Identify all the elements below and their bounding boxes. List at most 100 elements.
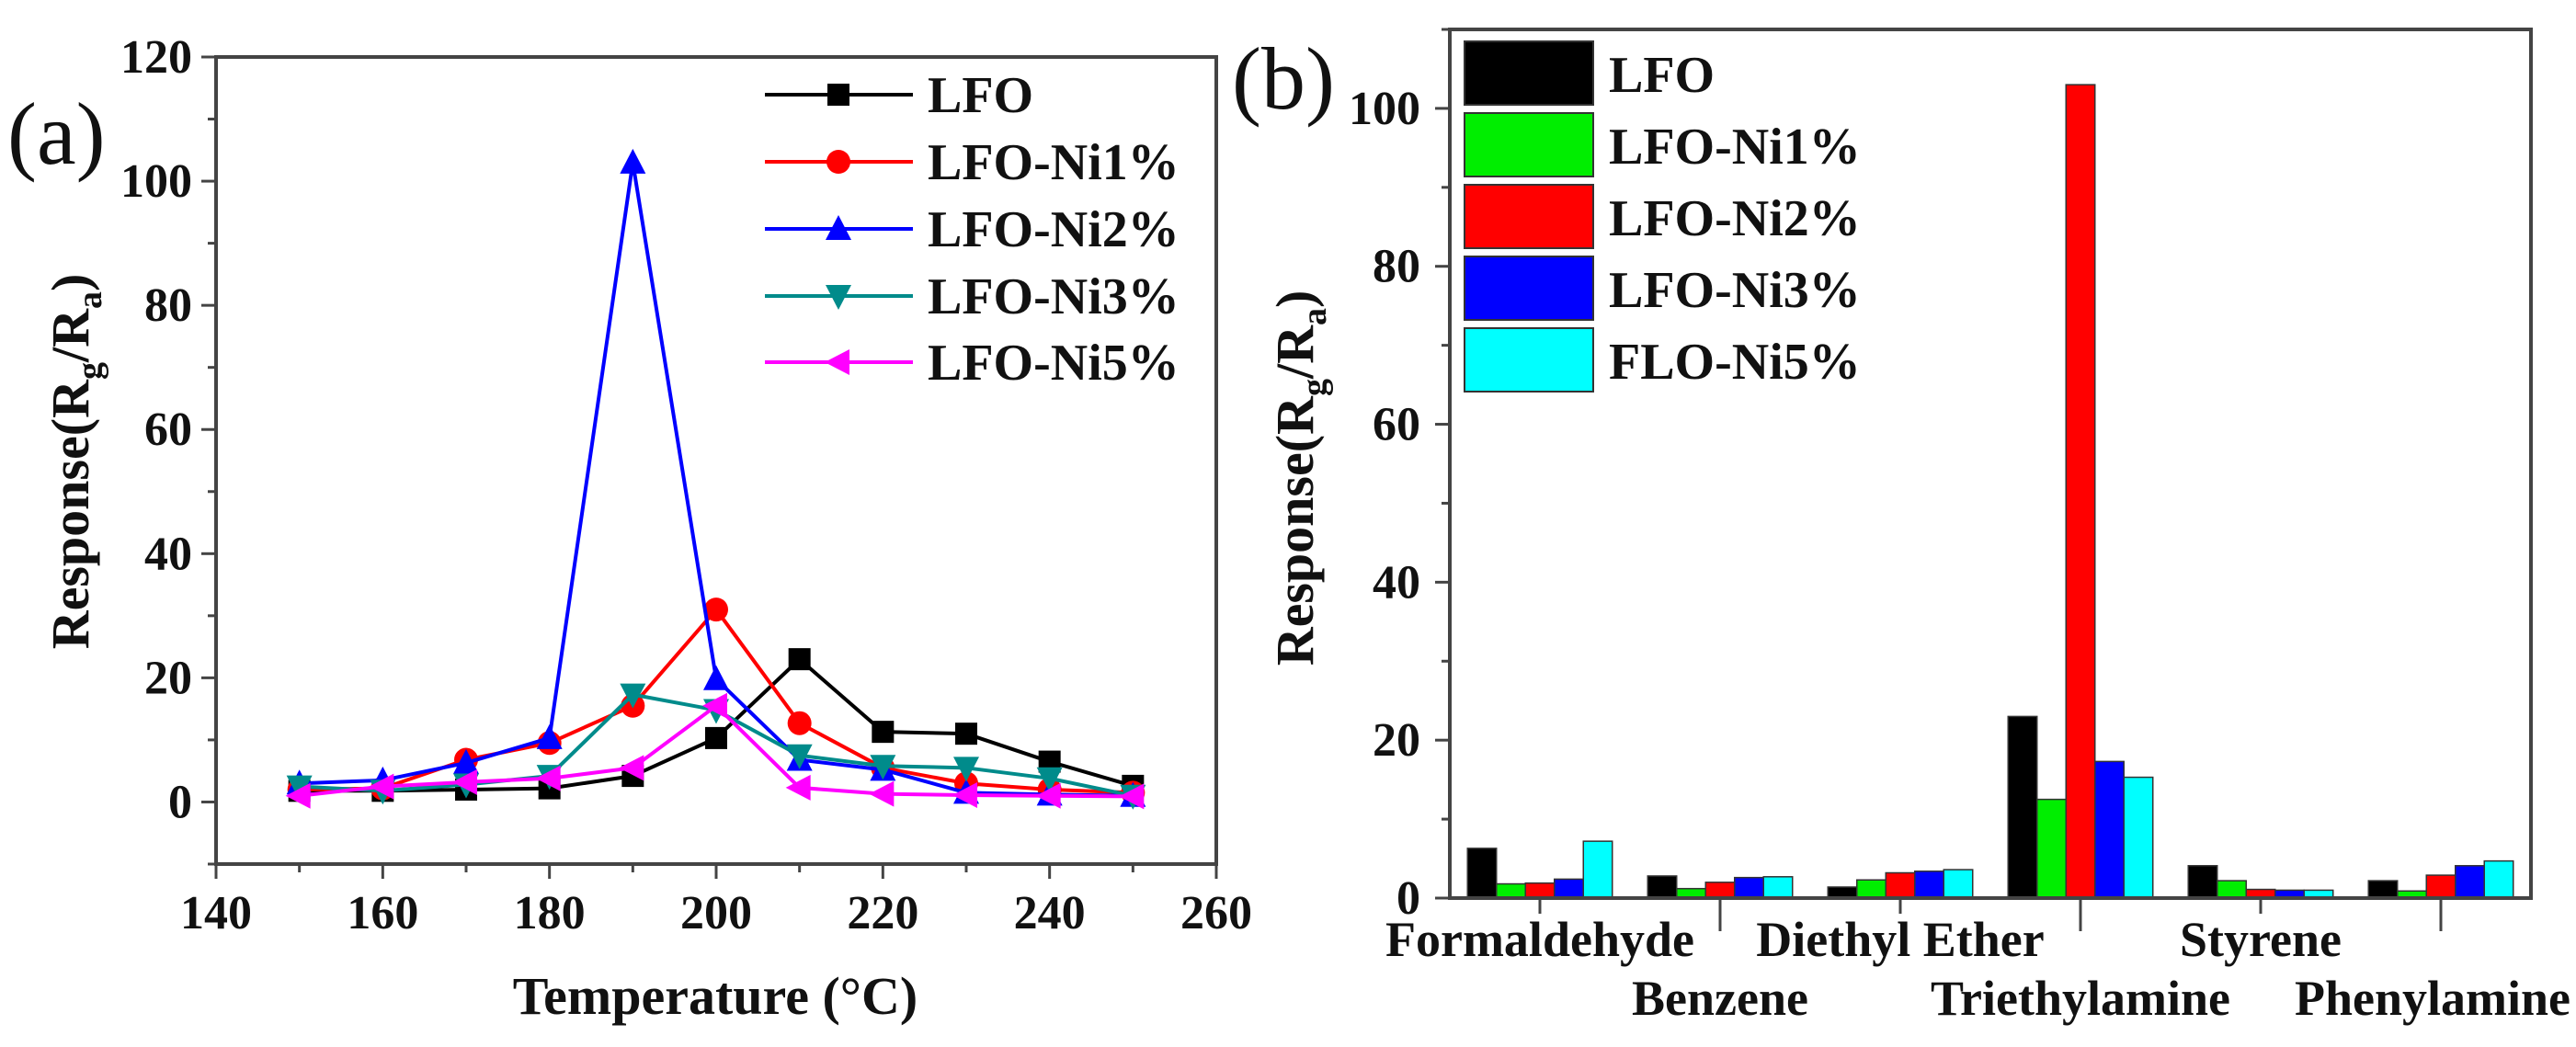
data-point — [952, 782, 977, 809]
y-tick-label: 60 — [1373, 399, 1420, 451]
x-tick-label: 240 — [1014, 887, 1086, 939]
legend-label: LFO-Ni1% — [1609, 119, 1861, 176]
bar-group-diethyl-ether — [1827, 869, 1974, 899]
legend-item: LFO — [765, 67, 1033, 124]
data-point — [705, 726, 727, 749]
y-tick-label: 120 — [120, 31, 192, 84]
y-tick-label: 40 — [144, 528, 192, 580]
bar — [2367, 880, 2399, 899]
data-point — [286, 775, 313, 801]
panel-a-label: (a) — [7, 85, 106, 183]
y-tick-label: 0 — [1396, 872, 1420, 925]
legend-item: LFO-Ni5% — [765, 335, 1180, 392]
data-point — [703, 665, 729, 690]
legend-label: LFO-Ni5% — [928, 335, 1180, 392]
legend-item: LFO-Ni1% — [765, 134, 1180, 191]
panel-b-bars — [1466, 84, 2514, 899]
bar — [2187, 865, 2218, 899]
y-tick-label: 0 — [168, 776, 192, 828]
x-category-label: Diethyl Ether — [1756, 912, 2044, 967]
legend-item: FLO-Ni5% — [1464, 327, 1861, 393]
y-tick-label: 80 — [1373, 241, 1420, 293]
legend-label: LFO-Ni2% — [928, 201, 1180, 258]
data-point — [787, 711, 812, 735]
data-point — [369, 773, 394, 800]
x-tick-label: 260 — [1180, 887, 1252, 939]
bar — [2455, 865, 2485, 899]
legend-marker — [826, 285, 851, 310]
panel-b-label: (b) — [1232, 29, 1335, 128]
data-point — [620, 148, 646, 174]
x-tick-label: 140 — [180, 887, 252, 939]
bar — [2217, 880, 2247, 899]
data-point — [620, 683, 646, 709]
panel-a-line-chart: (a) Response(Rg/Ra) Temperature (°C) 0 20… — [7, 31, 1252, 1026]
data-point — [702, 692, 727, 719]
legend-marker — [826, 150, 850, 174]
x-category-label: Benzene — [1632, 971, 1808, 1026]
x-tick-label: 220 — [847, 887, 918, 939]
data-point — [870, 755, 896, 780]
data-point — [619, 755, 644, 781]
bar — [1524, 882, 1556, 899]
legend-marker — [827, 84, 849, 106]
bar — [1734, 876, 1764, 899]
legend-item: LFO-Ni2% — [765, 201, 1180, 258]
legend-label: LFO — [928, 67, 1033, 124]
data-point — [536, 723, 563, 749]
x-tick-label: 180 — [514, 887, 586, 939]
data-point — [452, 768, 477, 795]
panel-a-xlabel: Temperature (°C) — [513, 966, 918, 1026]
bar — [1554, 878, 1584, 899]
bar — [1914, 871, 1944, 899]
panel-a-ylabel: Response(Rg/Ra) — [40, 274, 109, 650]
bar — [2007, 715, 2038, 899]
data-point — [1119, 783, 1145, 810]
bar-group-styrene — [2187, 865, 2334, 899]
data-point — [872, 721, 895, 744]
panel-a-legend: LFO LFO-Ni1% LFO-Ni2% LFO-Ni3% LFO-Ni5% — [765, 67, 1180, 392]
bar — [2483, 859, 2514, 899]
x-tick-label: 200 — [680, 887, 752, 939]
bar — [1466, 848, 1498, 899]
bar — [2094, 760, 2125, 899]
bar-group-formaldehyde — [1466, 840, 1613, 899]
legend-marker — [826, 215, 851, 240]
panel-a-series — [285, 148, 1146, 810]
x-category-label: Formaldehyde — [1385, 912, 1694, 967]
data-point — [285, 782, 311, 809]
data-point — [955, 723, 977, 745]
data-point — [869, 780, 895, 807]
legend-label: FLO-Ni5% — [1609, 334, 1861, 391]
legend-swatch — [1464, 256, 1594, 321]
legend-swatch — [1464, 327, 1594, 393]
panel-b-legend: LFO LFO-Ni1% LFO-Ni2% LFO-Ni3% FLO-Ni5% — [1464, 40, 1861, 393]
data-point — [1035, 782, 1061, 809]
data-point — [453, 748, 479, 774]
y-tick-label: 40 — [1373, 556, 1420, 609]
legend-label: LFO-Ni3% — [928, 268, 1180, 325]
legend-label: LFO-Ni1% — [928, 134, 1180, 191]
series-lfo-ni5- — [285, 692, 1145, 810]
bar — [2065, 84, 2096, 899]
y-tick-label: 20 — [1373, 714, 1420, 767]
plot-frame — [1448, 28, 2533, 900]
panel-a-axes: 0 20 40 60 80 100 120 140 160 180 200 220 240 260 — [120, 31, 1252, 939]
y-tick-label: 100 — [1349, 83, 1420, 135]
bar — [1647, 875, 1678, 899]
legend-item: LFO — [1464, 40, 1715, 106]
y-tick-label: 80 — [144, 279, 192, 332]
legend-marker — [825, 349, 849, 375]
data-point — [953, 757, 979, 782]
legend-item: LFO-Ni3% — [1464, 256, 1861, 321]
legend-swatch — [1464, 40, 1594, 106]
bar — [1496, 882, 1526, 899]
legend-label: LFO-Ni3% — [1609, 262, 1861, 319]
bar — [1762, 876, 1794, 899]
legend-label: LFO — [1609, 47, 1715, 104]
x-category-label: Styrene — [2180, 912, 2342, 967]
bar-group-triethylamine — [2007, 84, 2154, 899]
legend-swatch — [1464, 112, 1594, 177]
